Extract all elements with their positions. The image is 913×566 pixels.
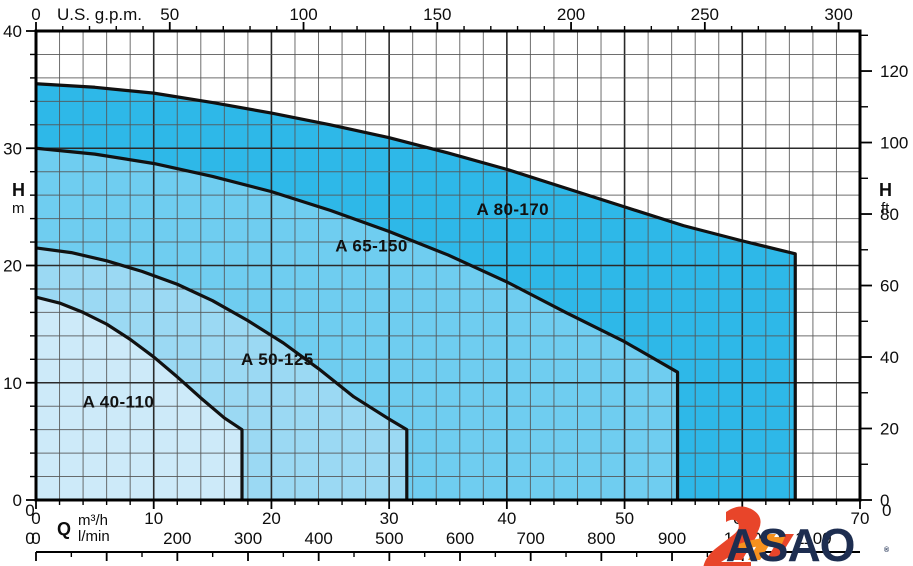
bottom-axis-unit-secondary: l/min <box>78 528 110 545</box>
axis-tick-label: 400 <box>304 529 332 548</box>
left-axis-unit: m <box>12 200 25 217</box>
axis-tick-label: 0 <box>25 501 34 520</box>
axis-tick-label: 120 <box>880 62 908 81</box>
axis-tick-label: 10 <box>3 374 22 393</box>
logo-swoosh-icon <box>703 506 794 566</box>
axis-tick-label: 0 <box>880 491 889 510</box>
axis-tick-label: 200 <box>163 529 191 548</box>
axis-tick-label: 1100 <box>795 529 832 548</box>
axis-tick-label: 0 <box>31 509 40 528</box>
axis-tick-label: 20 <box>3 257 22 276</box>
axis-tick-label: 0 <box>882 501 891 520</box>
performance-bands <box>36 83 796 500</box>
performance-curves <box>36 82 797 500</box>
axis-tick-label: 0 <box>31 529 40 548</box>
logo-wordmark: ASAO <box>726 519 855 566</box>
axis-tick-label: 20 <box>880 420 899 439</box>
axis-tick-label: 900 <box>658 529 686 548</box>
curve-a-50-125 <box>36 246 409 500</box>
axis-tick-label: 800 <box>587 529 615 548</box>
axis-tick-label: 200 <box>557 5 585 24</box>
axis-tick-label: 80 <box>880 205 899 224</box>
axis-tick-label: 100 <box>880 134 908 153</box>
axis-tick-label: 50 <box>615 509 634 528</box>
axis-tick-label: 0 <box>25 529 34 548</box>
curve-label-a-65-150: A 65-150 <box>335 236 408 255</box>
bottom-axis-symbol: Q <box>57 519 71 539</box>
axis-tick-label: 250 <box>691 5 719 24</box>
left-axis-symbol: H <box>12 180 25 200</box>
bottom-axis-unit-primary: m³/h <box>78 512 108 529</box>
curve-label-a-80-170: A 80-170 <box>476 200 549 219</box>
right-axis-unit: ft <box>881 200 890 217</box>
logo-registered-mark: ® <box>884 546 890 554</box>
axis-tick-label: 30 <box>3 139 22 158</box>
axis-tick-label: 100 <box>289 5 317 24</box>
band-a-40-110 <box>36 297 242 500</box>
curve-label-a-50-125: A 50-125 <box>241 350 314 369</box>
axis-tick-label: 0 <box>31 5 40 24</box>
axis-tick-label: 70 <box>851 509 870 528</box>
axis-tick-label: 30 <box>380 509 399 528</box>
gridlines <box>35 30 861 501</box>
curve-a-80-170 <box>36 82 797 500</box>
top-axis-unit-label: U.S. g.p.m. <box>57 5 142 24</box>
axis-tick-label: 0 <box>13 491 22 510</box>
right-axis-symbol: H <box>879 180 892 200</box>
axis-tick-label: 300 <box>824 5 852 24</box>
asao-logo: ASAO ® <box>703 506 890 566</box>
curve-label-a-40-110: A 40-110 <box>83 392 155 411</box>
axis-tick-label: 300 <box>234 529 262 548</box>
axis-tick-label: 10 <box>144 509 163 528</box>
axis-tick-label: 40 <box>497 509 516 528</box>
axis-tick-label: 700 <box>516 529 544 548</box>
axis-tick-label: 150 <box>423 5 451 24</box>
axis-tick-label: 50 <box>160 5 179 24</box>
curve-a-40-110 <box>36 295 244 500</box>
axis-tick-label: 60 <box>880 277 899 296</box>
axis-tick-label: 20 <box>262 509 281 528</box>
axis-tick-label: 40 <box>3 22 22 41</box>
curve-a-65-150 <box>36 146 680 500</box>
curve-labels: A 80-170 A 65-150 A 50-125 A 40-110 <box>83 200 549 411</box>
axis-tick-label: 600 <box>446 529 474 548</box>
axis-tick-label: 40 <box>880 348 899 367</box>
axis-tick-label: 500 <box>375 529 403 548</box>
